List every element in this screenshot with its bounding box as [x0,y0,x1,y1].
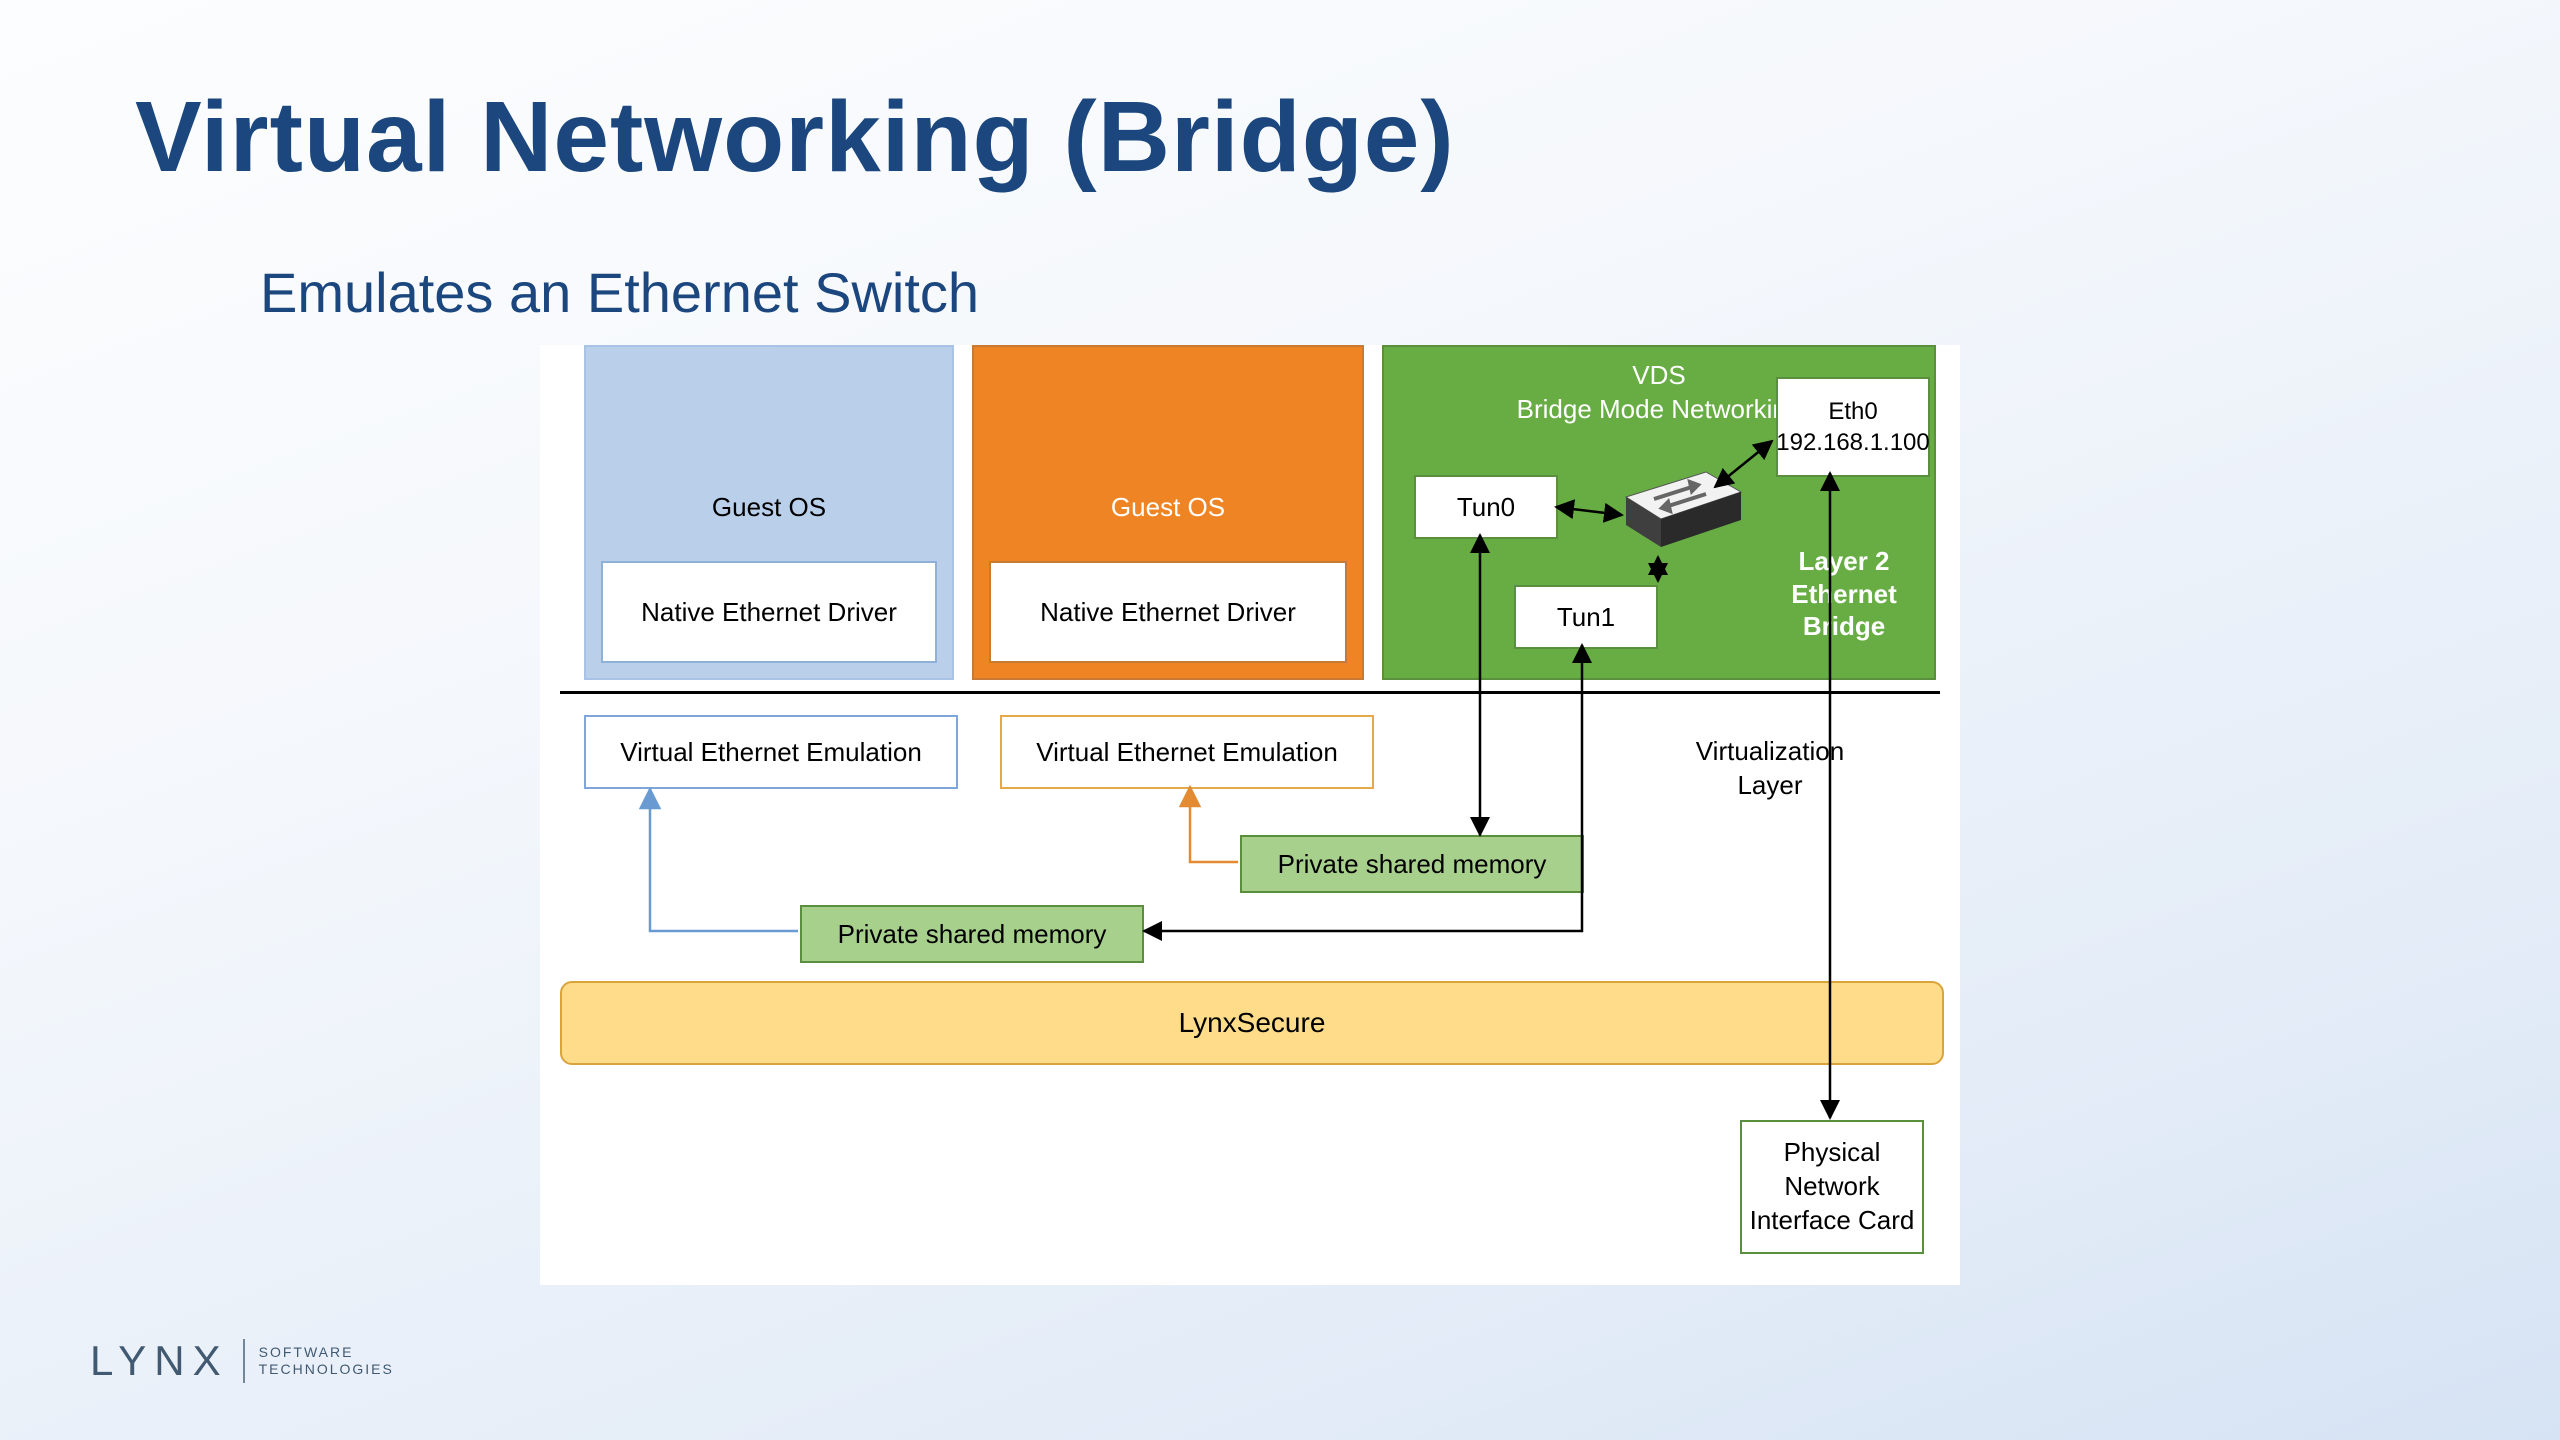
guest-os-right-header: Guest OS [974,492,1362,523]
divider-line [560,691,1940,694]
slide-title: Virtual Networking (Bridge) [135,80,1455,195]
lynxsecure-bar: LynxSecure [560,981,1944,1065]
virtual-ethernet-emulation-left: Virtual Ethernet Emulation [584,715,958,789]
logo-text: LYNX [90,1337,229,1385]
logo-sub2: TECHNOLOGIES [259,1361,394,1377]
vds-title-line1: VDS [1632,360,1685,390]
slide: Virtual Networking (Bridge) Emulates an … [0,0,2560,1440]
private-shared-memory-bottom: Private shared memory [800,905,1144,963]
eth0-line1: Eth0 [1828,398,1877,425]
tun1-box: Tun1 [1514,585,1658,649]
slide-subtitle: Emulates an Ethernet Switch [260,260,979,325]
guest-os-left-driver: Native Ethernet Driver [601,561,937,663]
logo-subtext: SOFTWARE TECHNOLOGIES [259,1344,394,1378]
tun0-box: Tun0 [1414,475,1558,539]
guest-os-left-header: Guest OS [586,492,952,523]
guest-os-right-driver: Native Ethernet Driver [989,561,1347,663]
logo-sub1: SOFTWARE [259,1344,354,1360]
vds-panel: VDS Bridge Mode Networking Tun0 Tun1 Eth… [1382,345,1936,680]
eth0-box: Eth0 192.168.1.100 [1776,377,1930,477]
private-shared-memory-top: Private shared memory [1240,835,1584,893]
physical-nic-box: Physical Network Interface Card [1740,1120,1924,1254]
eth0-line2: 192.168.1.100 [1776,429,1929,456]
lynx-logo: LYNX SOFTWARE TECHNOLOGIES [90,1337,394,1385]
diagram-canvas: Guest OS Native Ethernet Driver Guest OS… [540,345,1960,1285]
logo-divider [243,1339,245,1383]
virtual-ethernet-emulation-right: Virtual Ethernet Emulation [1000,715,1374,789]
guest-os-left: Guest OS Native Ethernet Driver [584,345,954,680]
virtualization-layer-label: Virtualization Layer [1670,735,1870,803]
bridge-label: Layer 2 Ethernet Bridge [1764,545,1924,643]
vds-title-line2: Bridge Mode Networking [1517,394,1802,424]
guest-os-right: Guest OS Native Ethernet Driver [972,345,1364,680]
switch-hub-icon [1606,462,1746,562]
